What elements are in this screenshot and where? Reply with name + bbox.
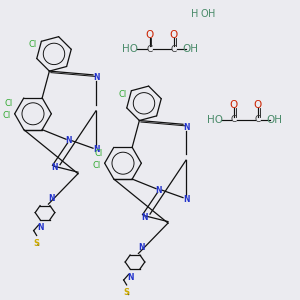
Text: C: C xyxy=(231,115,237,124)
Text: Cl: Cl xyxy=(28,40,37,50)
Text: N: N xyxy=(51,163,57,172)
Text: HO: HO xyxy=(122,44,139,54)
Text: O: O xyxy=(254,100,262,110)
Text: Cl: Cl xyxy=(2,111,11,120)
Text: N: N xyxy=(156,186,162,195)
Text: N: N xyxy=(183,123,189,132)
Text: H: H xyxy=(190,9,198,20)
Text: S: S xyxy=(124,289,130,298)
Text: N: N xyxy=(183,195,189,204)
Text: O: O xyxy=(146,30,154,40)
Text: N: N xyxy=(48,194,55,202)
Text: O: O xyxy=(170,30,178,40)
Text: N: N xyxy=(127,273,133,282)
Text: Cl: Cl xyxy=(118,90,127,99)
Text: O: O xyxy=(200,9,208,20)
Text: C: C xyxy=(147,45,153,54)
Text: N: N xyxy=(93,74,99,82)
Text: OH: OH xyxy=(266,115,283,125)
Text: N: N xyxy=(141,213,147,222)
Text: Cl: Cl xyxy=(94,148,102,158)
Text: N: N xyxy=(66,136,72,145)
Text: Cl: Cl xyxy=(92,160,101,169)
Text: N: N xyxy=(37,223,43,232)
Text: HO: HO xyxy=(206,115,223,125)
Text: S: S xyxy=(34,239,40,248)
Text: N: N xyxy=(138,243,145,252)
Text: C: C xyxy=(171,45,177,54)
Text: H: H xyxy=(208,9,216,20)
Text: N: N xyxy=(93,145,99,154)
Text: O: O xyxy=(230,100,238,110)
Text: C: C xyxy=(255,115,261,124)
Text: Cl: Cl xyxy=(4,99,12,108)
Text: OH: OH xyxy=(182,44,199,54)
